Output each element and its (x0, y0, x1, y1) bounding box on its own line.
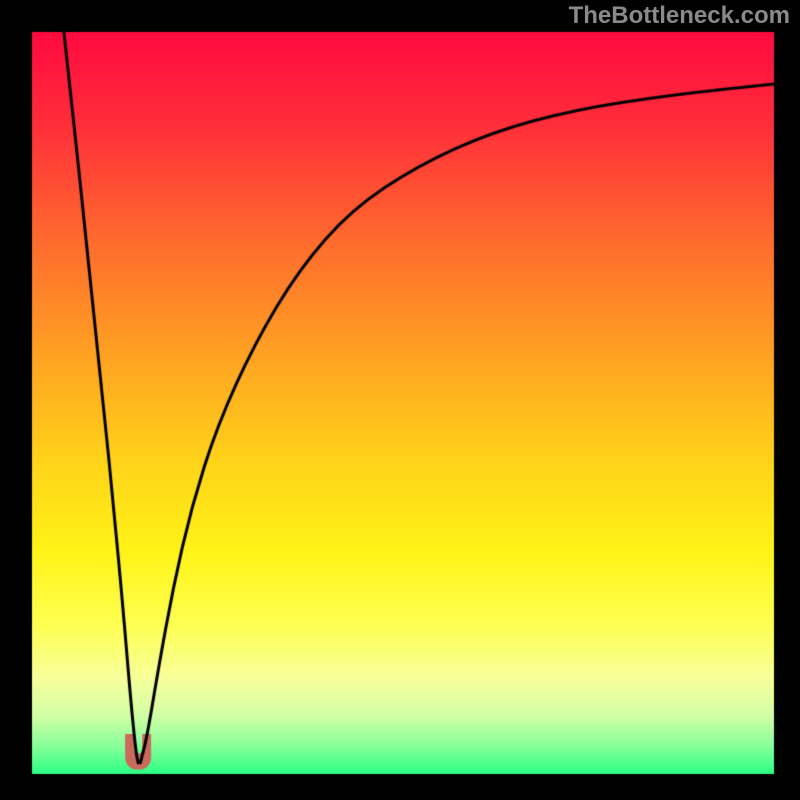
watermark-text: TheBottleneck.com (569, 2, 790, 30)
bottleneck-chart (0, 0, 800, 800)
chart-container: TheBottleneck.com (0, 0, 800, 800)
